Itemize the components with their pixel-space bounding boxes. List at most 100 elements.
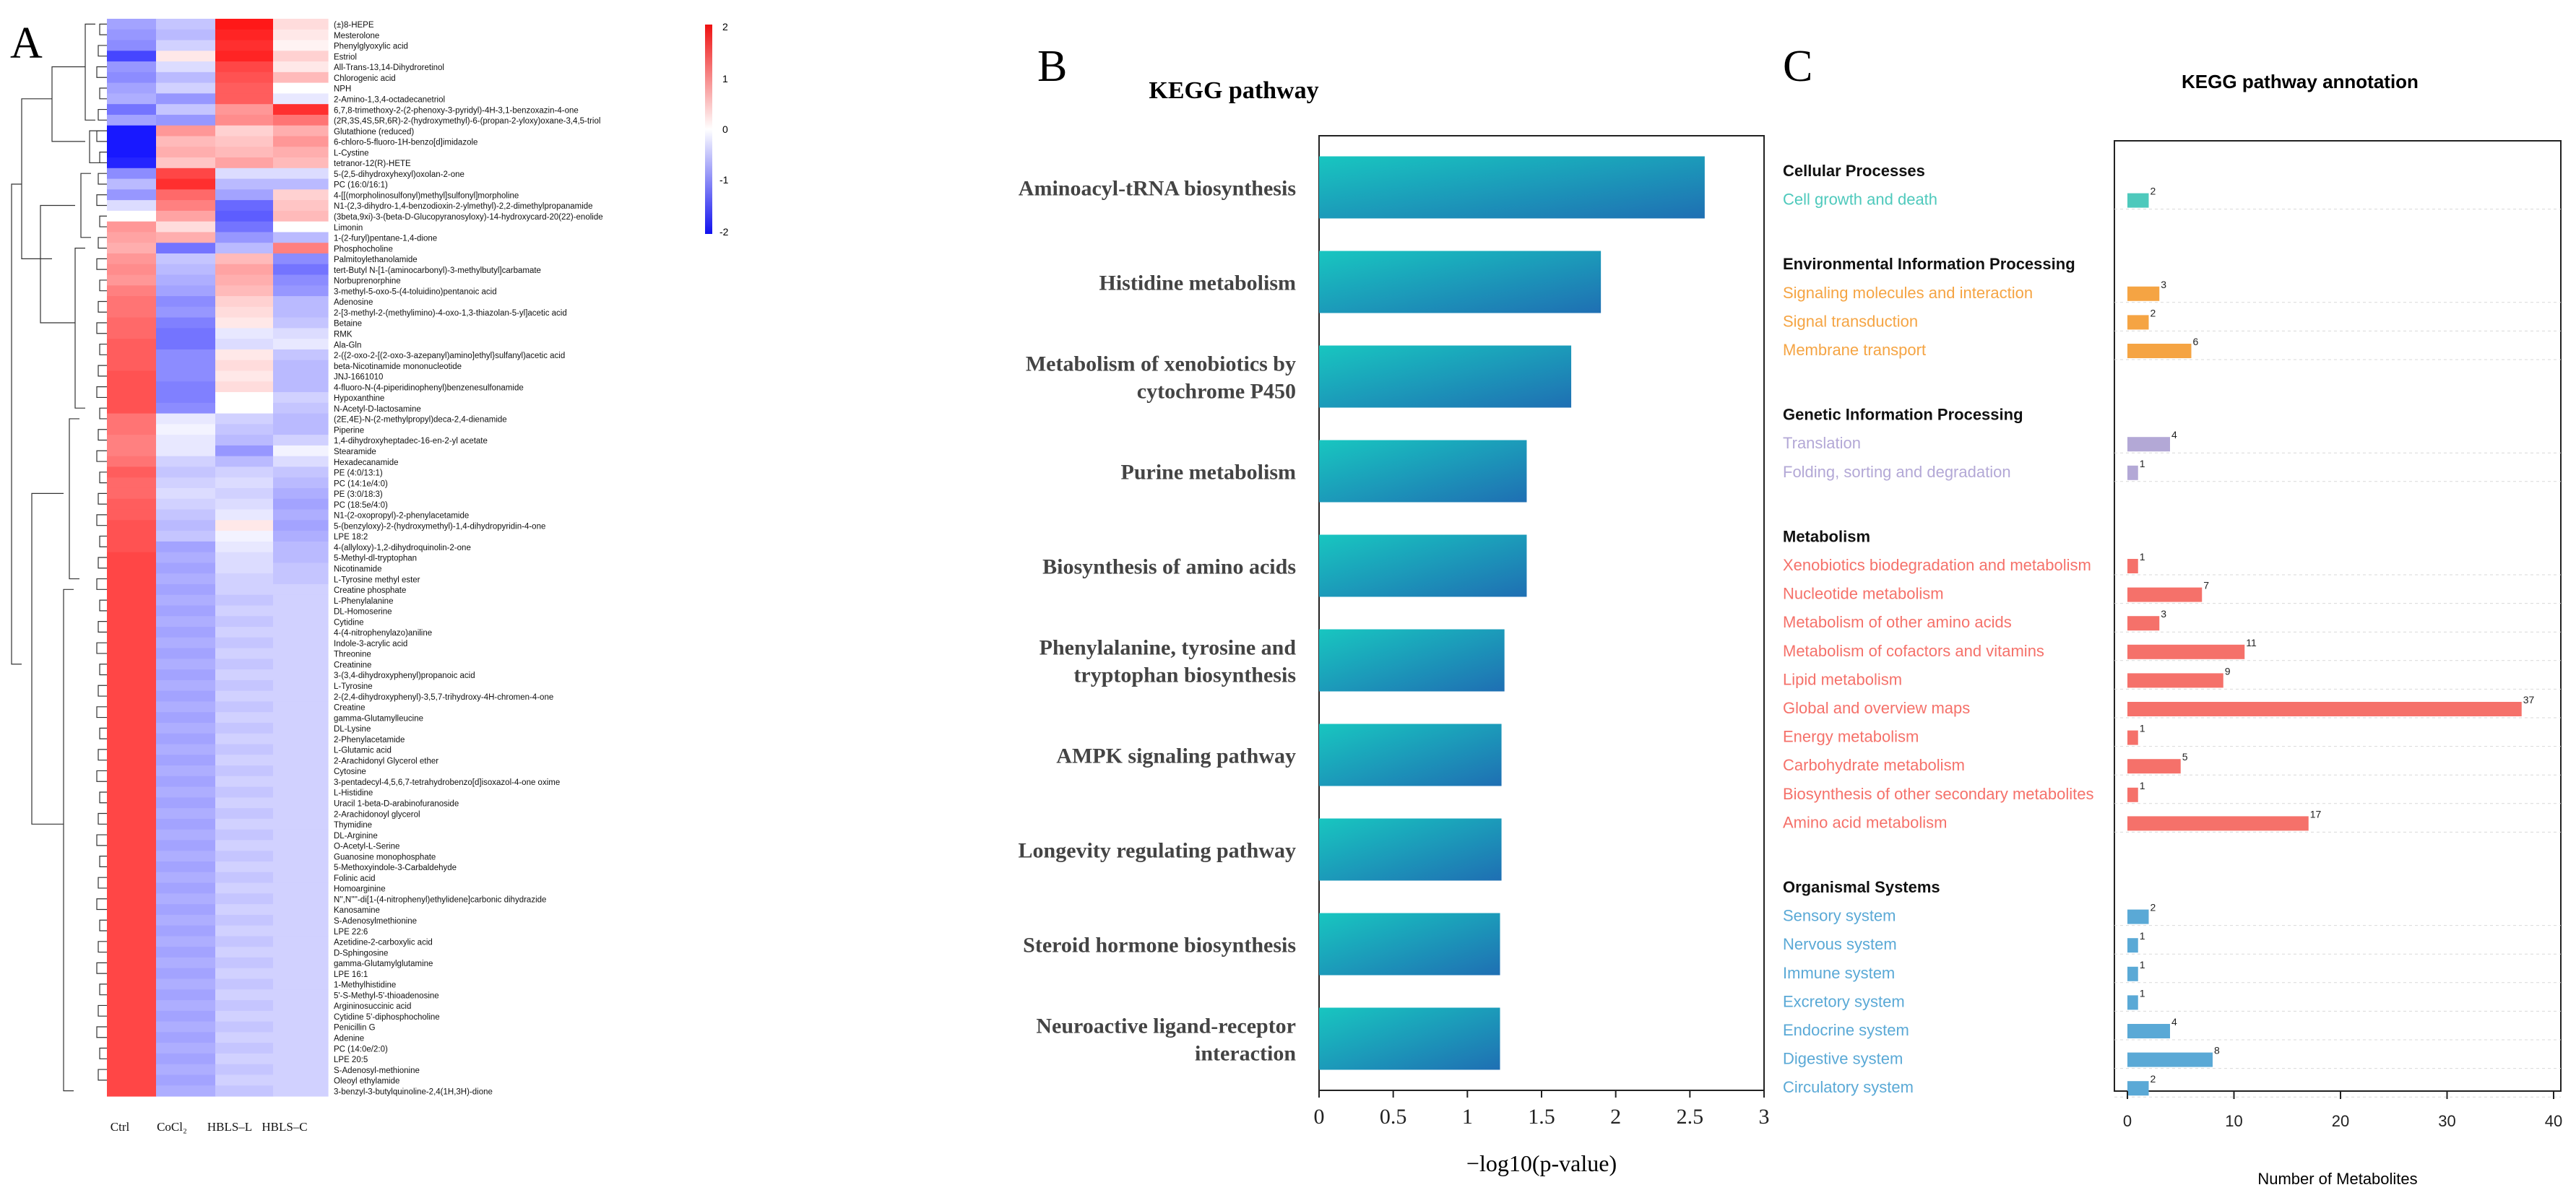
heatmap-cell: [107, 392, 157, 404]
heatmap-cell: [107, 147, 157, 158]
heatmap-row-label: JNJ-1661010: [334, 373, 383, 382]
heatmap-cell: [215, 392, 274, 404]
chart-c-data-label: 3: [2161, 279, 2166, 290]
heatmap-cell: [107, 157, 157, 169]
heatmap-cell: [273, 381, 329, 393]
heatmap-cell: [215, 679, 274, 692]
heatmap-row-label: Hexadecanamide: [334, 459, 399, 467]
heatmap-cell: [273, 818, 329, 830]
dendrogram-branch: [98, 45, 107, 57]
heatmap-cell: [156, 381, 216, 393]
colorbar-tick-4: -2: [719, 226, 729, 238]
heatmap-row-label: LPE 18:2: [334, 533, 368, 542]
heatmap-cell: [273, 701, 329, 713]
heatmap-cell: [107, 733, 157, 745]
heatmap-cell: [215, 882, 274, 894]
heatmap-cell: [156, 147, 216, 158]
heatmap-column-label: CoCl₂: [157, 1120, 187, 1134]
dendrogram-branch: [96, 258, 107, 270]
heatmap-row-label: 5'-S-Methyl-5'-thioadenosine: [334, 991, 439, 1000]
heatmap-row-label: Creatinine: [334, 661, 371, 669]
dendrogram-branch: [74, 248, 85, 409]
dendrogram-branch: [89, 130, 100, 164]
heatmap-cell: [215, 989, 274, 1001]
chart-c-category-label: Signal transduction: [1783, 312, 1918, 330]
heatmap-cell: [273, 648, 329, 659]
heatmap-cell: [273, 392, 329, 404]
heatmap-cell: [273, 360, 329, 372]
heatmap-cell: [273, 487, 329, 500]
heatmap-cell: [273, 232, 329, 243]
heatmap-row-label: N-Acetyl-D-lactosamine: [334, 405, 421, 414]
heatmap-cell: [273, 968, 329, 980]
heatmap-row-label: Creatine phosphate: [334, 586, 406, 595]
heatmap-cell: [107, 978, 157, 990]
heatmap-cell: [156, 264, 216, 276]
heatmap-cell: [156, 317, 216, 329]
heatmap-row-label: 6-chloro-5-fluoro-1H-benzo[d]imidazole: [334, 139, 477, 147]
heatmap-row-label: 4-(4-nitrophenylazo)aniline: [334, 629, 432, 638]
chart-c-category-label: Energy metabolism: [1783, 728, 1919, 746]
chart-b-bar: [1319, 1007, 1500, 1070]
heatmap-row-label: (±)8-HEPE: [334, 21, 374, 30]
heatmap-row-label: L-Phenylalanine: [334, 597, 393, 606]
heatmap-cell: [107, 1064, 157, 1076]
heatmap-cell: [156, 306, 216, 318]
heatmap-cell: [156, 765, 216, 777]
heatmap-cell: [215, 648, 274, 659]
heatmap-cell: [107, 1000, 157, 1012]
heatmap-cell: [273, 1085, 329, 1097]
heatmap-cell: [215, 936, 274, 947]
heatmap-cell: [107, 477, 157, 489]
heatmap-row-label: Adenine: [334, 1034, 364, 1043]
heatmap-cell: [273, 583, 329, 596]
dendrogram-branch: [96, 386, 107, 399]
heatmap-cell: [156, 93, 216, 105]
heatmap-row-label: 2-Arachidonoyl glycerol: [334, 810, 420, 819]
heatmap-cell: [107, 456, 157, 468]
heatmap-row-label: Stearamide: [334, 448, 376, 456]
heatmap-row-label: tetranor-12(R)-HETE: [334, 160, 411, 168]
heatmap-cell: [273, 520, 329, 531]
heatmap-cell: [107, 776, 157, 788]
chart-b-tick-label: 2.5: [1677, 1105, 1704, 1129]
heatmap-row-label: PE (4:0/13:1): [334, 469, 383, 478]
heatmap-cell: [156, 40, 216, 51]
heatmap-cell: [215, 168, 274, 180]
dendrogram-branch: [99, 87, 107, 100]
heatmap-cells: [107, 19, 329, 1097]
heatmap-cell: [215, 1032, 274, 1043]
heatmap-cell: [273, 424, 329, 435]
heatmap-cell: [273, 1064, 329, 1076]
heatmap-cell: [156, 285, 216, 297]
dendrogram-branch: [99, 983, 107, 996]
heatmap-cell: [107, 243, 157, 254]
heatmap-cell: [215, 690, 274, 703]
heatmap-cell: [215, 520, 274, 531]
heatmap-row-labels: (±)8-HEPE Mesterolone Phenylglyoxylic acid…: [334, 21, 603, 1096]
chart-b-category-label: cytochrome P450: [1137, 380, 1296, 404]
heatmap-cell: [215, 786, 274, 798]
chart-b-bar: [1319, 345, 1572, 408]
heatmap-cell: [156, 349, 216, 361]
heatmap-cell: [215, 765, 274, 777]
heatmap-cell: [156, 659, 216, 670]
heatmap-cell: [215, 594, 274, 607]
heatmap-cell: [107, 605, 157, 617]
heatmap-row-label: Argininosuccinic acid: [334, 1002, 411, 1011]
dendrogram-branch: [98, 941, 107, 953]
heatmap-cell: [273, 200, 329, 212]
heatmap-cell: [156, 818, 216, 830]
heatmap-row-label: L-Glutamic acid: [334, 747, 392, 755]
heatmap-cell: [215, 339, 274, 350]
dendrogram-branch: [96, 962, 107, 974]
dendrogram-branch: [99, 215, 107, 227]
heatmap-cell: [273, 125, 329, 137]
heatmap-cell: [156, 274, 216, 286]
heatmap-cell: [107, 210, 157, 222]
heatmap-cell: [215, 744, 274, 755]
heatmap-cell: [273, 168, 329, 180]
heatmap-row-label: Mesterolone: [334, 32, 379, 40]
chart-b-category-labels: Aminoacyl-tRNA biosynthesis Histidine met…: [1019, 177, 1297, 1066]
